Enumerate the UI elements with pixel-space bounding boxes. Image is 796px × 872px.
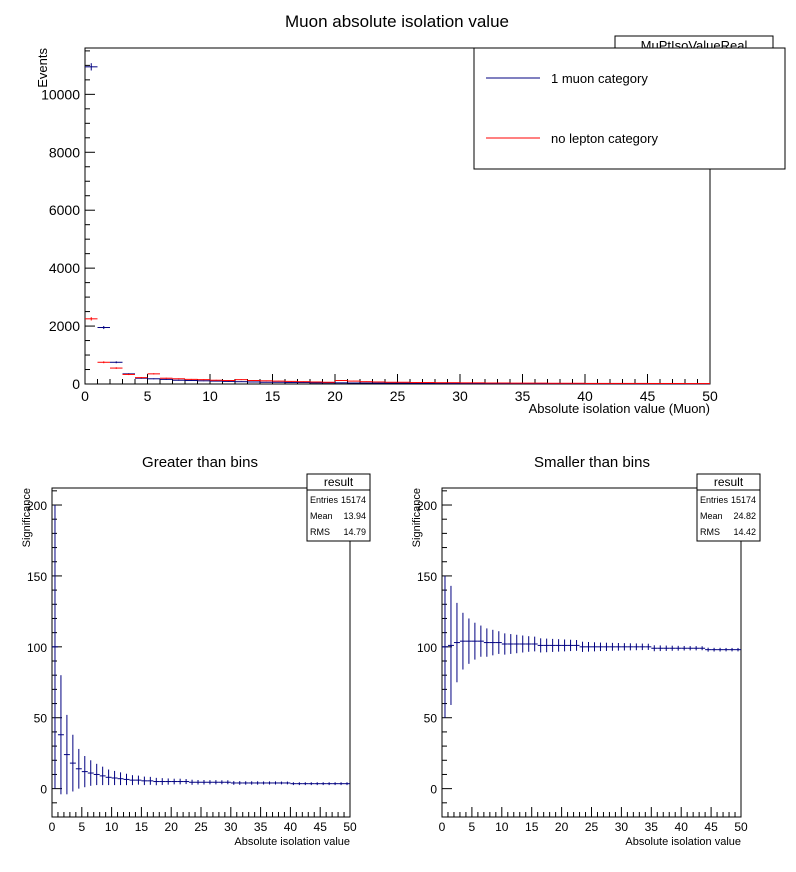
stats-title: result: [324, 475, 354, 489]
stats-row-label: Entries: [310, 495, 339, 505]
x-axis-label: Absolute isolation value: [234, 836, 350, 848]
x-tick-label: 45: [704, 820, 718, 834]
stats-row-label: Mean: [310, 511, 333, 521]
y-tick-label: 0: [430, 783, 437, 797]
y-tick-label: 6000: [49, 202, 80, 218]
x-tick-label: 20: [327, 388, 343, 404]
stats-row-value: 15174: [341, 495, 366, 505]
x-tick-label: 0: [439, 820, 446, 834]
stats-row-label: RMS: [700, 527, 720, 537]
stats-box: [306, 473, 371, 542]
x-tick-label: 45: [640, 388, 656, 404]
x-tick-label: 5: [469, 820, 476, 834]
y-tick-label: 8000: [49, 144, 80, 160]
y-tick-label: 100: [417, 641, 437, 655]
x-tick-label: 15: [265, 388, 281, 404]
x-tick-label: 5: [144, 388, 152, 404]
x-tick-label: 35: [645, 820, 659, 834]
x-tick-label: 40: [284, 820, 298, 834]
y-tick-label: 2000: [49, 318, 80, 334]
x-tick-label: 40: [577, 388, 593, 404]
y-axis-label: Significance: [21, 488, 33, 547]
y-tick-label: 50: [424, 712, 438, 726]
legend-box: [473, 47, 786, 170]
y-tick-label: 0: [72, 376, 80, 392]
y-tick-label: 150: [417, 570, 437, 584]
x-tick-label: 10: [495, 820, 509, 834]
stats-row-value: 14.79: [343, 527, 366, 537]
chart-panel-2: Smaller than bins 0 5 10 15 20 25 30 35 40 45 50 0 50…: [411, 454, 761, 848]
chart-panel-1: Greater than bins 0 5 10 15 20 25 30 35 40 45 50 0 50…: [21, 454, 371, 848]
x-tick-label: 50: [702, 388, 718, 404]
x-tick-label: 20: [555, 820, 569, 834]
x-axis-label: Absolute isolation value: [625, 836, 741, 848]
y-tick-label: 10000: [41, 86, 80, 102]
y-axis-label: Significance: [411, 488, 423, 547]
stats-title: result: [714, 475, 744, 489]
points: [52, 505, 350, 795]
legend-label: 1 muon category: [551, 71, 648, 86]
y-axis-label: Events: [35, 48, 50, 88]
chart-title: Muon absolute isolation value: [285, 12, 509, 31]
legend-label: no lepton category: [551, 131, 658, 146]
y-tick-label: 0: [40, 783, 47, 797]
stats-row-value: 24.82: [733, 511, 756, 521]
stats-row-value: 13.94: [343, 511, 366, 521]
x-tick-label: 50: [734, 820, 748, 834]
x-axis-label: Absolute isolation value (Muon): [529, 401, 710, 416]
stats-row-label: Mean: [700, 511, 723, 521]
x-tick-label: 10: [105, 820, 119, 834]
x-tick-label: 35: [515, 388, 531, 404]
chart-title: Greater than bins: [142, 454, 258, 471]
stats-box: [696, 473, 761, 542]
y-tick-label: 200: [27, 499, 47, 513]
y-tick-label: 150: [27, 570, 47, 584]
stats-row-label: RMS: [310, 527, 330, 537]
x-tick-label: 0: [81, 388, 89, 404]
x-tick-label: 0: [49, 820, 56, 834]
x-tick-label: 25: [390, 388, 406, 404]
x-tick-label: 30: [452, 388, 468, 404]
y-tick-label: 50: [34, 712, 48, 726]
x-tick-label: 50: [343, 820, 357, 834]
x-tick-label: 15: [135, 820, 149, 834]
x-tick-label: 15: [525, 820, 539, 834]
points: [442, 575, 741, 718]
chart-panel-0: Muon absolute isolation value 0 5 10 15 20 25 3…: [35, 12, 786, 416]
x-tick-label: 30: [224, 820, 238, 834]
y-tick-label: 4000: [49, 260, 80, 276]
x-tick-label: 45: [314, 820, 328, 834]
x-tick-label: 25: [194, 820, 208, 834]
y-tick-label: 100: [27, 641, 47, 655]
stats-row-label: Entries: [700, 495, 729, 505]
y-tick-label: 200: [417, 499, 437, 513]
x-tick-label: 20: [165, 820, 179, 834]
stats-row-value: 14.42: [733, 527, 756, 537]
x-tick-label: 25: [585, 820, 599, 834]
stats-row-value: 15174: [731, 495, 756, 505]
series-1: [85, 317, 710, 385]
x-tick-label: 35: [254, 820, 268, 834]
x-tick-label: 40: [675, 820, 689, 834]
x-tick-label: 10: [202, 388, 218, 404]
x-tick-label: 30: [615, 820, 629, 834]
chart-title: Smaller than bins: [534, 454, 650, 471]
x-tick-label: 5: [78, 820, 85, 834]
